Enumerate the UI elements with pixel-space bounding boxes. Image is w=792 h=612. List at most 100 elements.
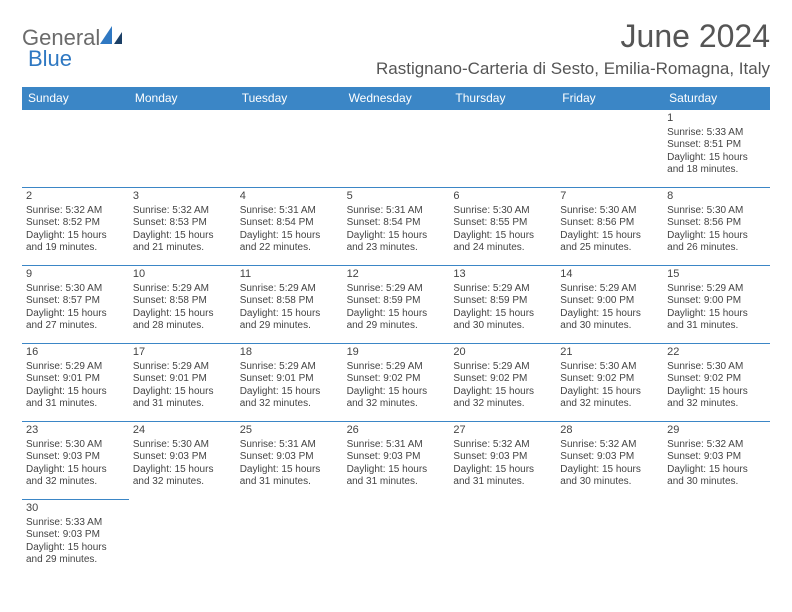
sunset-line: Sunset: 8:54 PM	[240, 217, 339, 230]
daylight-line: Daylight: 15 hours and 30 minutes.	[560, 308, 659, 333]
sunset-line: Sunset: 9:03 PM	[560, 451, 659, 464]
day-number: 17	[133, 346, 232, 360]
day-cell: 6Sunrise: 5:30 AMSunset: 8:55 PMDaylight…	[449, 187, 556, 265]
daylight-line: Daylight: 15 hours and 31 minutes.	[453, 464, 552, 489]
calendar-grid: SundayMondayTuesdayWednesdayThursdayFrid…	[22, 87, 770, 577]
day-number: 27	[453, 424, 552, 438]
daylight-line: Daylight: 15 hours and 28 minutes.	[133, 308, 232, 333]
weekday-header: Monday	[129, 87, 236, 109]
sunset-line: Sunset: 9:03 PM	[240, 451, 339, 464]
sunrise-line: Sunrise: 5:32 AM	[560, 439, 659, 452]
sunrise-line: Sunrise: 5:29 AM	[347, 361, 446, 374]
day-cell: 27Sunrise: 5:32 AMSunset: 9:03 PMDayligh…	[449, 421, 556, 499]
empty-cell	[449, 109, 556, 187]
day-number: 25	[240, 424, 339, 438]
day-number: 26	[347, 424, 446, 438]
day-number: 7	[560, 190, 659, 204]
day-cell: 22Sunrise: 5:30 AMSunset: 9:02 PMDayligh…	[663, 343, 770, 421]
sunset-line: Sunset: 8:52 PM	[26, 217, 125, 230]
sunset-line: Sunset: 8:58 PM	[240, 295, 339, 308]
sunset-line: Sunset: 8:55 PM	[453, 217, 552, 230]
day-number: 30	[26, 502, 125, 516]
empty-cell	[129, 109, 236, 187]
sunrise-line: Sunrise: 5:31 AM	[240, 205, 339, 218]
day-cell: 26Sunrise: 5:31 AMSunset: 9:03 PMDayligh…	[343, 421, 450, 499]
sunset-line: Sunset: 8:58 PM	[133, 295, 232, 308]
sunrise-line: Sunrise: 5:30 AM	[560, 361, 659, 374]
daylight-line: Daylight: 15 hours and 29 minutes.	[347, 308, 446, 333]
daylight-line: Daylight: 15 hours and 21 minutes.	[133, 230, 232, 255]
daylight-line: Daylight: 15 hours and 32 minutes.	[667, 386, 766, 411]
sunset-line: Sunset: 9:03 PM	[347, 451, 446, 464]
header: General June 2024 Rastignano-Carteria di…	[22, 18, 770, 79]
day-cell: 5Sunrise: 5:31 AMSunset: 8:54 PMDaylight…	[343, 187, 450, 265]
sunrise-line: Sunrise: 5:30 AM	[667, 361, 766, 374]
sunrise-line: Sunrise: 5:32 AM	[667, 439, 766, 452]
sunrise-line: Sunrise: 5:31 AM	[240, 439, 339, 452]
sunrise-line: Sunrise: 5:30 AM	[667, 205, 766, 218]
weekday-header: Tuesday	[236, 87, 343, 109]
sunset-line: Sunset: 9:00 PM	[560, 295, 659, 308]
daylight-line: Daylight: 15 hours and 30 minutes.	[560, 464, 659, 489]
day-number: 21	[560, 346, 659, 360]
day-number: 2	[26, 190, 125, 204]
sunset-line: Sunset: 9:02 PM	[667, 373, 766, 386]
daylight-line: Daylight: 15 hours and 32 minutes.	[133, 464, 232, 489]
day-cell: 8Sunrise: 5:30 AMSunset: 8:56 PMDaylight…	[663, 187, 770, 265]
day-cell: 30Sunrise: 5:33 AMSunset: 9:03 PMDayligh…	[22, 499, 129, 577]
daylight-line: Daylight: 15 hours and 19 minutes.	[26, 230, 125, 255]
daylight-line: Daylight: 15 hours and 25 minutes.	[560, 230, 659, 255]
sunset-line: Sunset: 9:02 PM	[347, 373, 446, 386]
sunrise-line: Sunrise: 5:31 AM	[347, 205, 446, 218]
sunset-line: Sunset: 9:03 PM	[453, 451, 552, 464]
day-cell: 21Sunrise: 5:30 AMSunset: 9:02 PMDayligh…	[556, 343, 663, 421]
daylight-line: Daylight: 15 hours and 31 minutes.	[240, 464, 339, 489]
day-cell: 3Sunrise: 5:32 AMSunset: 8:53 PMDaylight…	[129, 187, 236, 265]
sunrise-line: Sunrise: 5:29 AM	[667, 283, 766, 296]
daylight-line: Daylight: 15 hours and 31 minutes.	[133, 386, 232, 411]
day-cell: 14Sunrise: 5:29 AMSunset: 9:00 PMDayligh…	[556, 265, 663, 343]
day-number: 6	[453, 190, 552, 204]
day-number: 15	[667, 268, 766, 282]
day-cell: 13Sunrise: 5:29 AMSunset: 8:59 PMDayligh…	[449, 265, 556, 343]
day-number: 28	[560, 424, 659, 438]
daylight-line: Daylight: 15 hours and 24 minutes.	[453, 230, 552, 255]
day-cell: 2Sunrise: 5:32 AMSunset: 8:52 PMDaylight…	[22, 187, 129, 265]
day-cell: 11Sunrise: 5:29 AMSunset: 8:58 PMDayligh…	[236, 265, 343, 343]
day-cell: 23Sunrise: 5:30 AMSunset: 9:03 PMDayligh…	[22, 421, 129, 499]
daylight-line: Daylight: 15 hours and 22 minutes.	[240, 230, 339, 255]
sunset-line: Sunset: 8:56 PM	[560, 217, 659, 230]
sunset-line: Sunset: 9:01 PM	[26, 373, 125, 386]
sunset-line: Sunset: 9:02 PM	[453, 373, 552, 386]
daylight-line: Daylight: 15 hours and 30 minutes.	[453, 308, 552, 333]
empty-cell	[236, 109, 343, 187]
sunrise-line: Sunrise: 5:29 AM	[240, 283, 339, 296]
sunrise-line: Sunrise: 5:29 AM	[26, 361, 125, 374]
empty-cell	[22, 109, 129, 187]
daylight-line: Daylight: 15 hours and 29 minutes.	[26, 542, 125, 567]
day-cell: 12Sunrise: 5:29 AMSunset: 8:59 PMDayligh…	[343, 265, 450, 343]
sunrise-line: Sunrise: 5:29 AM	[133, 283, 232, 296]
empty-cell	[343, 109, 450, 187]
day-number: 10	[133, 268, 232, 282]
day-number: 18	[240, 346, 339, 360]
daylight-line: Daylight: 15 hours and 31 minutes.	[667, 308, 766, 333]
sunset-line: Sunset: 8:51 PM	[667, 139, 766, 152]
daylight-line: Daylight: 15 hours and 27 minutes.	[26, 308, 125, 333]
sunrise-line: Sunrise: 5:29 AM	[453, 361, 552, 374]
sunrise-line: Sunrise: 5:31 AM	[347, 439, 446, 452]
daylight-line: Daylight: 15 hours and 29 minutes.	[240, 308, 339, 333]
logo-text-blue: Blue	[28, 46, 72, 72]
daylight-line: Daylight: 15 hours and 32 minutes.	[240, 386, 339, 411]
day-cell: 28Sunrise: 5:32 AMSunset: 9:03 PMDayligh…	[556, 421, 663, 499]
empty-cell	[556, 109, 663, 187]
day-number: 16	[26, 346, 125, 360]
sunset-line: Sunset: 8:56 PM	[667, 217, 766, 230]
sunset-line: Sunset: 8:54 PM	[347, 217, 446, 230]
day-number: 9	[26, 268, 125, 282]
day-number: 14	[560, 268, 659, 282]
daylight-line: Daylight: 15 hours and 32 minutes.	[26, 464, 125, 489]
sunrise-line: Sunrise: 5:29 AM	[347, 283, 446, 296]
day-number: 4	[240, 190, 339, 204]
weekday-header: Saturday	[663, 87, 770, 109]
